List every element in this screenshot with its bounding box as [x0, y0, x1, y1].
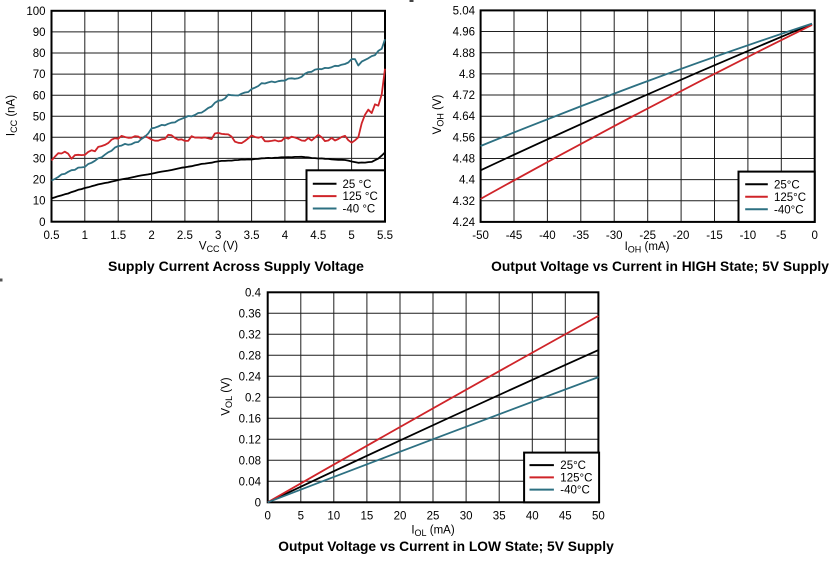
svg-text:4.24: 4.24: [453, 217, 476, 229]
svg-text:0: 0: [255, 497, 261, 509]
svg-text:-35: -35: [572, 230, 589, 242]
svg-text:-40: -40: [539, 230, 556, 242]
svg-text:-50: -50: [472, 230, 489, 242]
svg-text:15: 15: [361, 511, 374, 523]
svg-text:40: 40: [33, 132, 46, 144]
svg-text:0.2: 0.2: [245, 392, 261, 404]
svg-text:-45: -45: [506, 230, 523, 242]
svg-text:2.5: 2.5: [177, 230, 193, 242]
svg-text:Output Voltage vs Current in H: Output Voltage vs Current in HIGH State;…: [491, 259, 829, 274]
svg-text:0.4: 0.4: [245, 287, 262, 299]
svg-text:10: 10: [33, 196, 46, 208]
svg-text:50: 50: [33, 111, 46, 123]
svg-text:30: 30: [33, 154, 46, 166]
svg-text:4.32: 4.32: [453, 196, 475, 208]
svg-text:0.04: 0.04: [239, 476, 262, 488]
svg-text:-40 °C: -40 °C: [343, 204, 376, 216]
svg-text:-30: -30: [606, 230, 623, 242]
svg-text:4.64: 4.64: [453, 111, 476, 123]
svg-text:1.5: 1.5: [110, 230, 126, 242]
svg-text:2: 2: [148, 230, 154, 242]
svg-text:125°C: 125°C: [774, 192, 806, 204]
svg-text:5: 5: [348, 230, 354, 242]
svg-text:0.32: 0.32: [239, 329, 261, 341]
svg-text:0: 0: [39, 217, 45, 229]
svg-text:3: 3: [215, 230, 221, 242]
svg-text:30: 30: [460, 511, 473, 523]
svg-text:5.04: 5.04: [453, 6, 476, 18]
svg-text:0.08: 0.08: [239, 455, 261, 467]
svg-text:25°C: 25°C: [774, 179, 800, 191]
svg-text:4.4: 4.4: [459, 175, 476, 187]
svg-text:20: 20: [33, 175, 46, 187]
svg-text:4.72: 4.72: [453, 90, 475, 102]
svg-text:90: 90: [33, 27, 46, 39]
svg-text:10: 10: [327, 511, 340, 523]
svg-text:-40°C: -40°C: [560, 485, 590, 497]
svg-text:4.5: 4.5: [310, 230, 326, 242]
svg-text:-10: -10: [740, 230, 757, 242]
svg-text:4: 4: [282, 230, 289, 242]
svg-text:25: 25: [427, 511, 440, 523]
svg-text:125 °C: 125 °C: [343, 191, 378, 203]
svg-text:35: 35: [493, 511, 506, 523]
svg-text:-15: -15: [706, 230, 723, 242]
svg-text:0.28: 0.28: [239, 350, 261, 362]
svg-text:70: 70: [33, 69, 46, 81]
svg-text:0: 0: [811, 230, 817, 242]
svg-text:-5: -5: [776, 230, 786, 242]
svg-text:Supply Current Across Supply V: Supply Current Across Supply Voltage: [108, 258, 364, 274]
svg-text:4.48: 4.48: [453, 154, 475, 166]
svg-text:-40°C: -40°C: [774, 204, 804, 216]
svg-text:125°C: 125°C: [560, 473, 592, 485]
svg-text:5.5: 5.5: [377, 230, 393, 242]
svg-text:25 °C: 25 °C: [343, 179, 372, 191]
svg-text:20: 20: [394, 511, 407, 523]
svg-text:0.36: 0.36: [239, 308, 261, 320]
svg-text:1: 1: [82, 230, 88, 242]
svg-text:Output Voltage vs Current in L: Output Voltage vs Current in LOW State; …: [278, 539, 614, 554]
svg-text:0: 0: [264, 511, 270, 523]
svg-text:100: 100: [26, 6, 45, 18]
svg-text:-20: -20: [673, 230, 690, 242]
svg-text:ICC (nA): ICC (nA): [6, 95, 20, 136]
svg-text:VOH (V): VOH (V): [432, 94, 446, 134]
svg-text:40: 40: [526, 511, 539, 523]
svg-text:VCC (V): VCC (V): [199, 241, 238, 255]
svg-text:0.24: 0.24: [239, 371, 262, 383]
svg-text:50: 50: [592, 511, 605, 523]
svg-text:60: 60: [33, 90, 46, 102]
svg-text:VOL (V): VOL (V): [221, 377, 235, 415]
svg-text:3.5: 3.5: [244, 230, 260, 242]
svg-text:4.96: 4.96: [453, 27, 475, 39]
svg-text:0.16: 0.16: [239, 413, 261, 425]
svg-text:5: 5: [298, 511, 304, 523]
svg-text:4.8: 4.8: [459, 69, 475, 81]
svg-text:80: 80: [33, 48, 46, 60]
svg-text:0.5: 0.5: [44, 230, 60, 242]
svg-text:IOH (mA): IOH (mA): [625, 241, 670, 255]
svg-text:-25: -25: [639, 230, 656, 242]
svg-text:25°C: 25°C: [560, 460, 586, 472]
svg-text:IOL (mA): IOL (mA): [411, 525, 454, 539]
svg-text:45: 45: [559, 511, 572, 523]
svg-text:4.56: 4.56: [453, 132, 475, 144]
svg-text:4.88: 4.88: [453, 48, 475, 60]
svg-text:0.12: 0.12: [239, 434, 261, 446]
